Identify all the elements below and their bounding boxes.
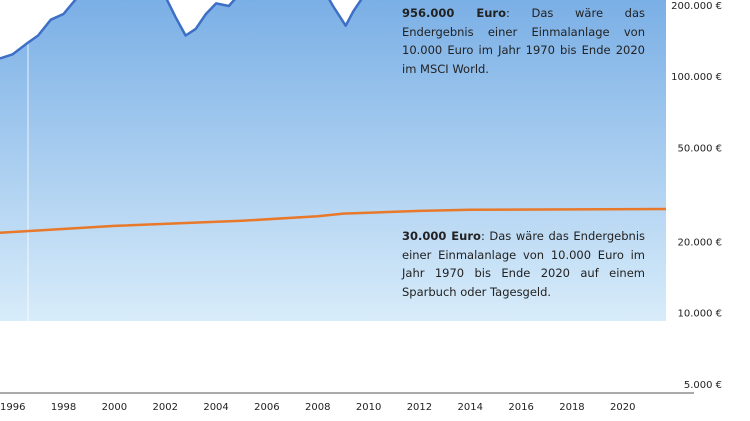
x-tick-label: 2020: [610, 402, 635, 413]
y-tick-label: 200.000 €: [671, 1, 722, 12]
line: [0, 207, 666, 234]
x-tick-label: 2008: [305, 402, 330, 413]
y-tick-label: 20.000 €: [677, 237, 722, 248]
plot-area: [0, 0, 666, 321]
y-tick-label: 10.000 €: [677, 309, 722, 320]
annotation-text: : Das wäre das Endergebnis einer Einmala…: [402, 6, 646, 76]
x-tick-label: 2016: [508, 402, 533, 413]
x-tick-label: 2010: [356, 402, 381, 413]
annotation: 30.000 Euro: Das wäre das Endergebnis ei…: [402, 227, 645, 301]
line: [0, 0, 363, 60]
annotation-text: : Das wäre das Endergebnis einer Einmala…: [402, 229, 645, 299]
x-tick-label: 2014: [458, 402, 483, 413]
annotation-bold: 956.000 Euro: [402, 6, 506, 20]
x-tick-label: 1998: [51, 402, 76, 413]
y-tick-label: 50.000 €: [677, 143, 722, 154]
x-tick-label: 2018: [559, 402, 584, 413]
x-tick-label: 2002: [153, 402, 178, 413]
x-tick-label: 2006: [254, 402, 279, 413]
annotation-bold: 30.000 Euro: [402, 229, 481, 243]
x-tick-label: 2004: [203, 402, 228, 413]
x-tick-label: 2000: [102, 402, 127, 413]
y-tick-label: 100.000 €: [671, 72, 722, 83]
y-tick-label: 5.000 €: [684, 380, 722, 391]
x-tick-label: 1996: [0, 402, 25, 413]
x-tick-label: 2012: [407, 402, 432, 413]
annotation: 956.000 Euro: Das wäre das Endergebnis e…: [402, 4, 645, 78]
area: [0, 0, 666, 321]
